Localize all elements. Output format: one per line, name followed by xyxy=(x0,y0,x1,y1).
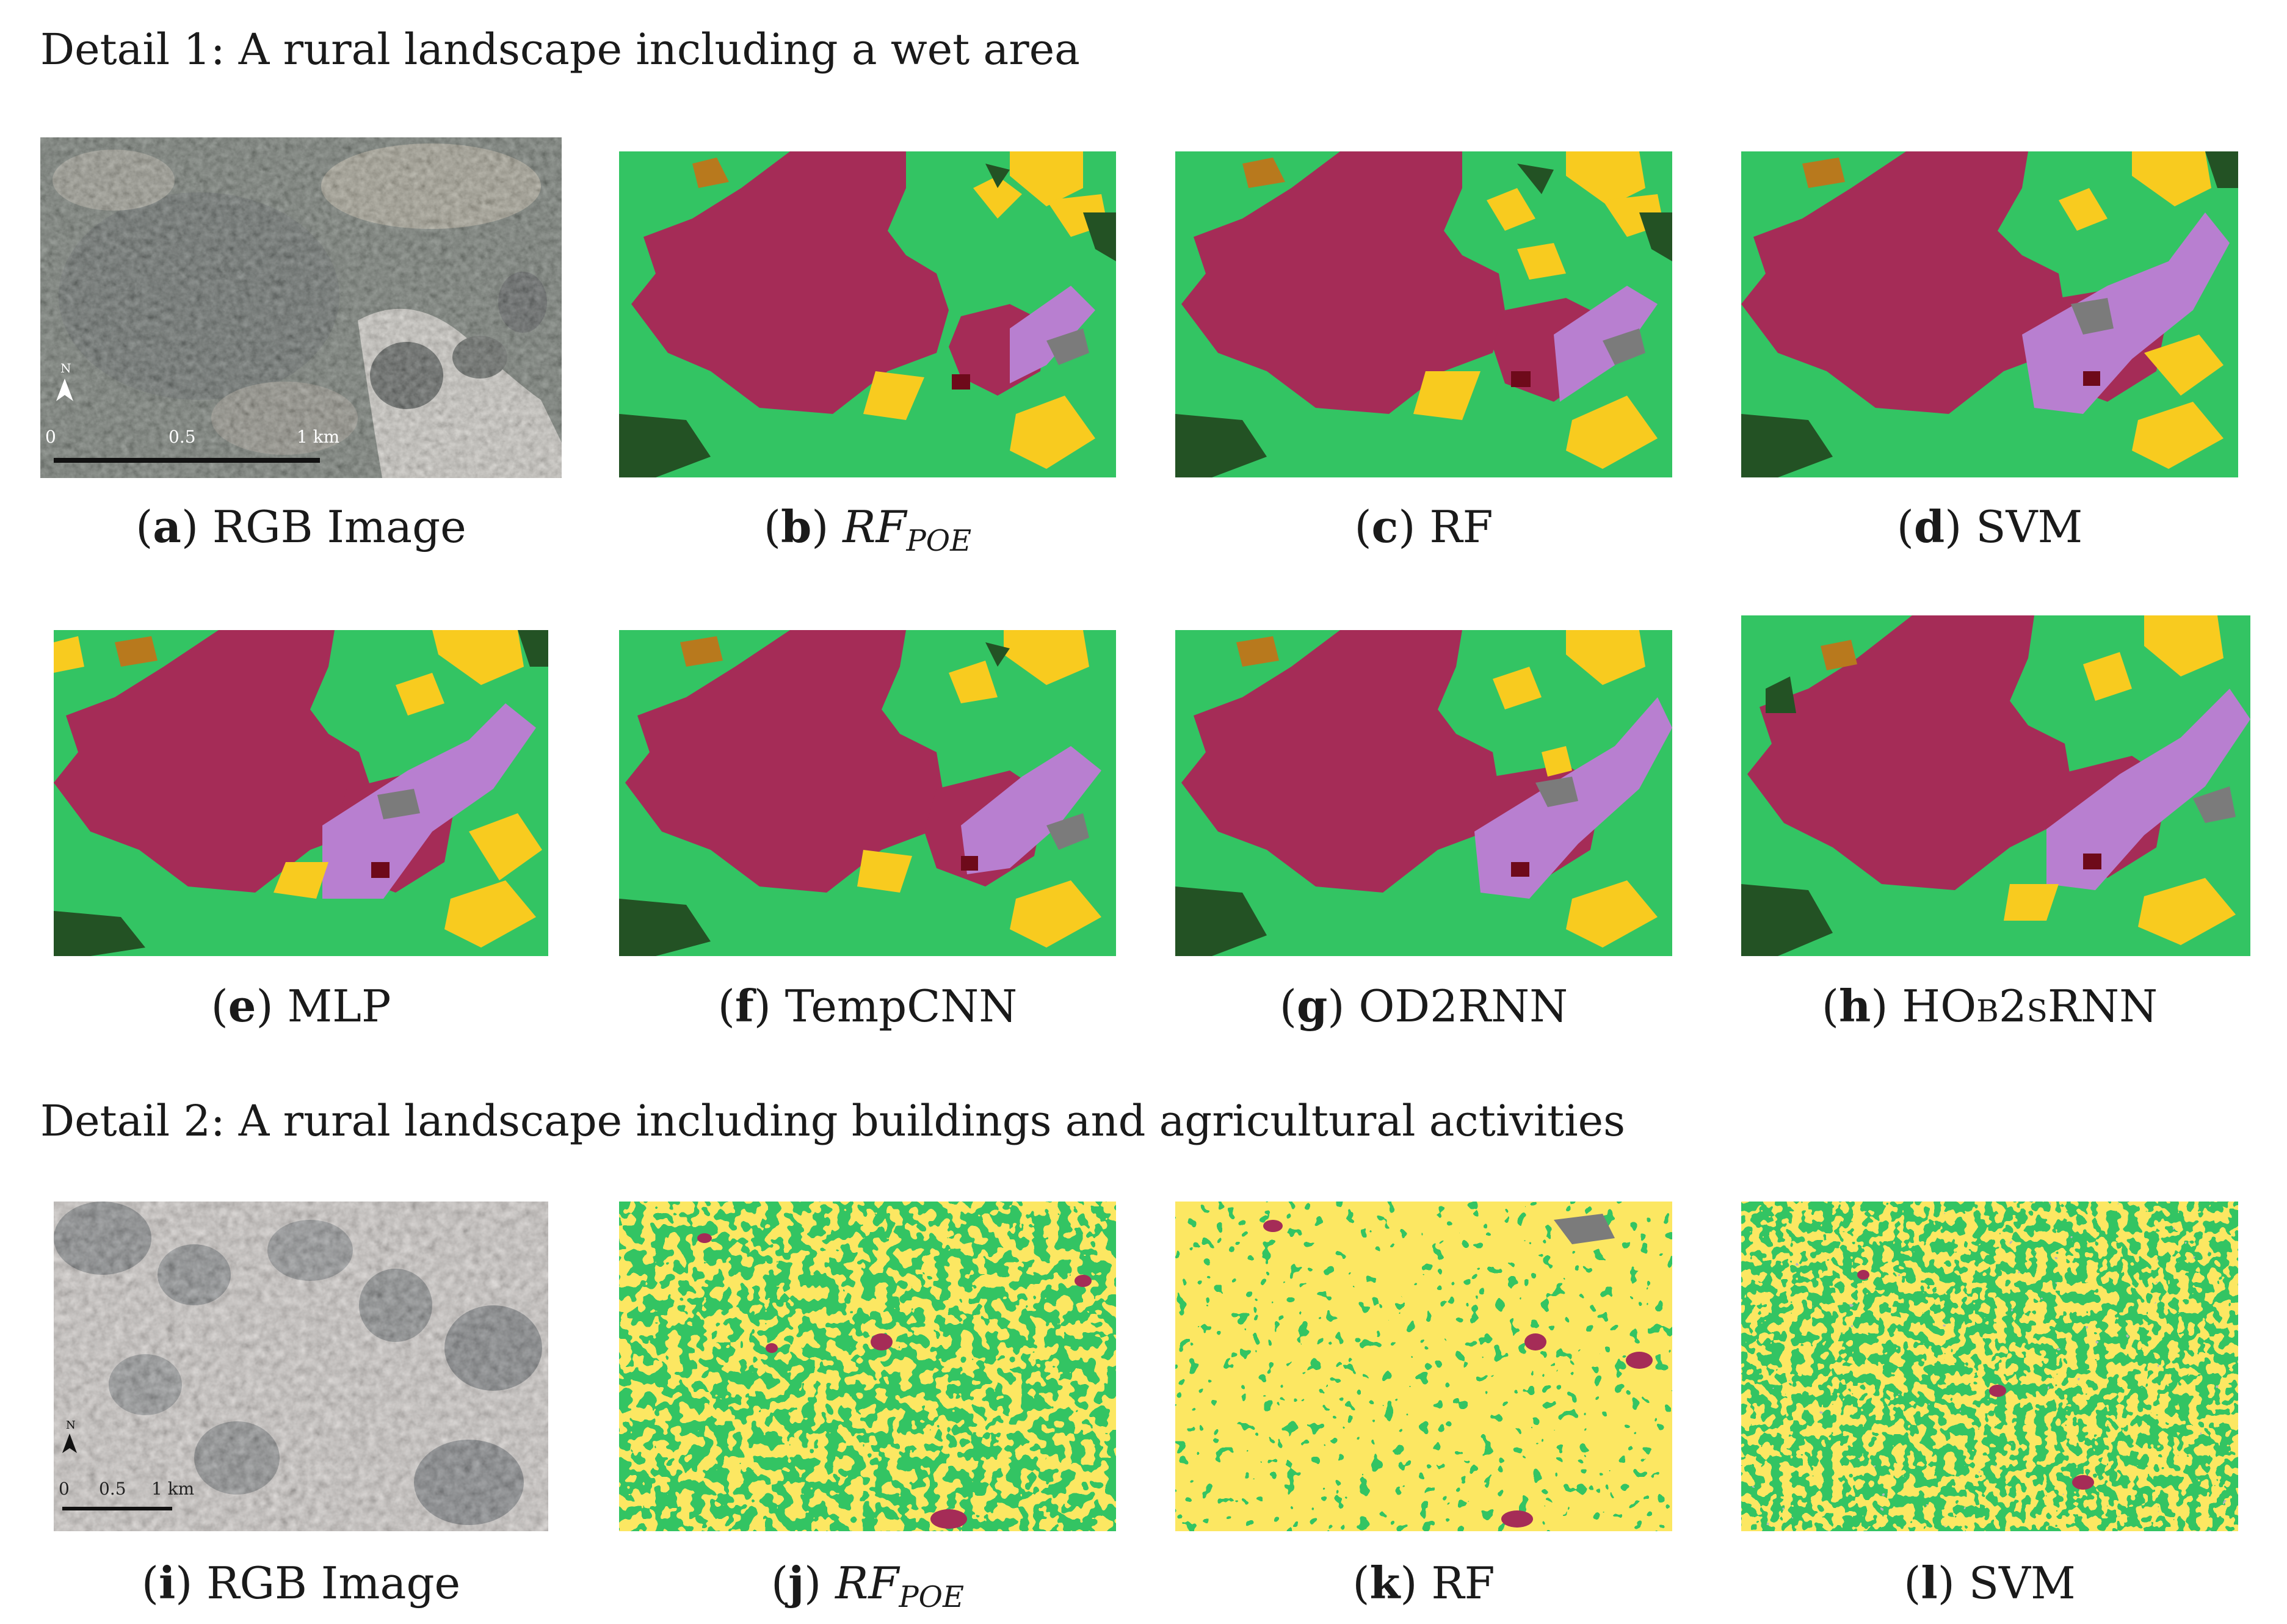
panel-a-rgb-image: N 0 0.5 1 km xyxy=(40,137,562,478)
panel-h-hob2srnn-map xyxy=(1741,615,2250,956)
caption-h: (h) HOb2sRNN xyxy=(1821,980,2158,1032)
detail1-heading: Detail 1: A rural landscape including a … xyxy=(40,24,1080,74)
caption-k: (k) RF xyxy=(1352,1557,1495,1609)
svg-text:0.5: 0.5 xyxy=(169,427,196,447)
panel-d-svm-map xyxy=(1741,151,2238,477)
caption-l: (l) SVM xyxy=(1904,1557,2076,1609)
svg-text:0.5: 0.5 xyxy=(99,1479,126,1499)
svg-text:N: N xyxy=(66,1419,76,1432)
caption-j: (j) RFPOE xyxy=(771,1557,964,1614)
detail2-heading: Detail 2: A rural landscape including bu… xyxy=(40,1096,1626,1146)
panel-i-rgb-image: N 0 0.5 1 km xyxy=(54,1202,548,1531)
panel-e-mlp-map xyxy=(54,630,548,956)
north-arrow-icon: N xyxy=(62,1419,77,1453)
scale-bar: 0 0.5 1 km xyxy=(45,427,339,463)
svg-text:1 km: 1 km xyxy=(297,427,339,447)
panel-c-rf-map xyxy=(1175,151,1672,477)
caption-f: (f) TempCNN xyxy=(717,980,1018,1032)
panel-l-svm-map xyxy=(1741,1202,2238,1531)
caption-i: (i) RGB Image xyxy=(141,1557,461,1609)
caption-a: (a) RGB Image xyxy=(136,501,466,553)
caption-e: (e) MLP xyxy=(211,980,391,1032)
svg-text:1 km: 1 km xyxy=(151,1479,194,1499)
scale-bar: 0 0.5 1 km xyxy=(59,1479,194,1510)
north-arrow-icon: N xyxy=(56,361,73,401)
panel-j-rfpoe-map xyxy=(619,1202,1116,1531)
svg-text:0: 0 xyxy=(59,1479,70,1499)
panel-k-rf-map xyxy=(1175,1202,1672,1531)
svg-text:0: 0 xyxy=(45,427,56,447)
svg-text:N: N xyxy=(60,361,71,375)
caption-g: (g) OD2RNN xyxy=(1279,980,1568,1032)
panel-f-tempcnn-map xyxy=(619,630,1116,956)
caption-b: (b) RFPOE xyxy=(763,501,972,558)
panel-g-od2rnn-map xyxy=(1175,630,1672,956)
caption-d: (d) SVM xyxy=(1896,501,2083,553)
caption-c: (c) RF xyxy=(1354,501,1493,553)
panel-b-rfpoe-map xyxy=(619,151,1116,477)
